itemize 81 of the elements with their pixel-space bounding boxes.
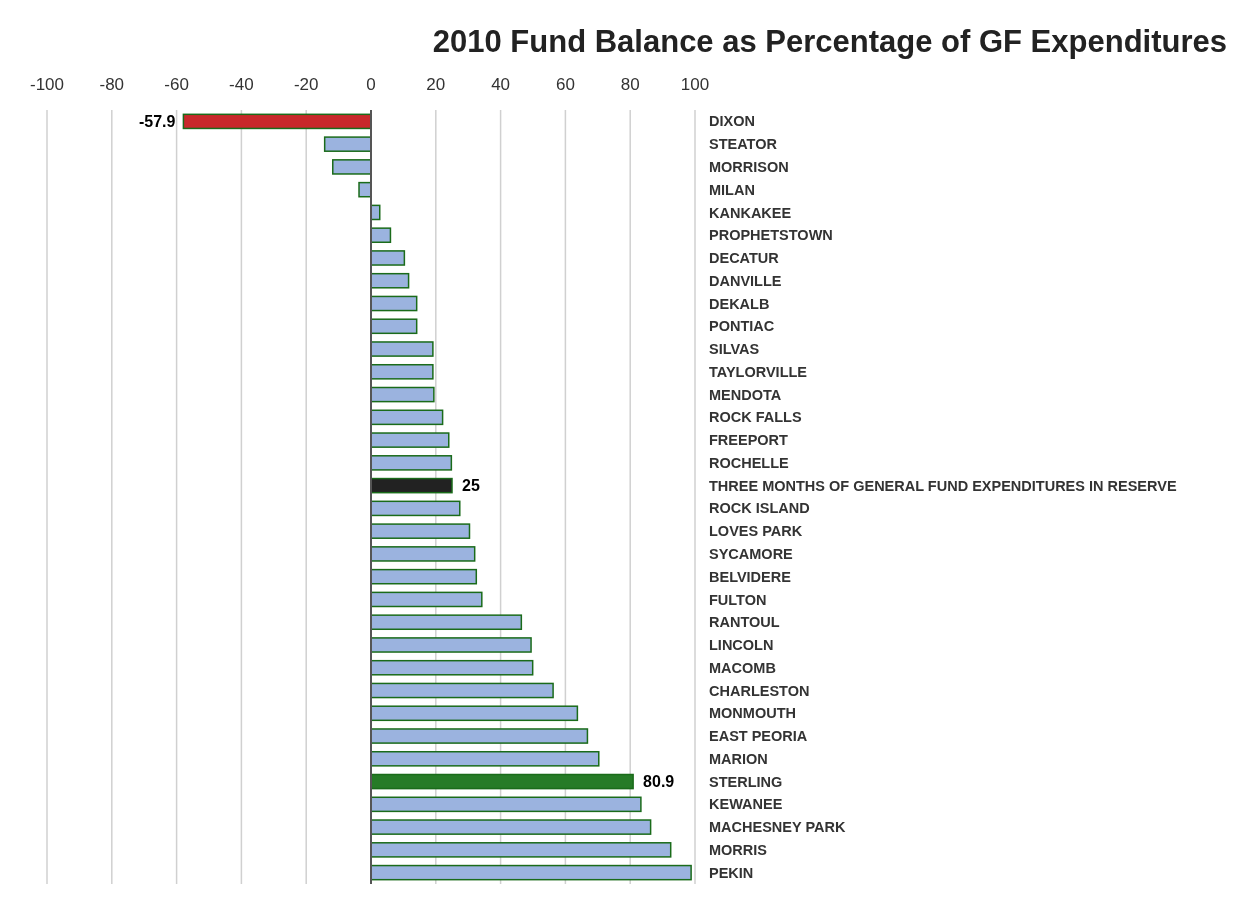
x-tick-label: 60 — [555, 75, 575, 94]
bar — [370, 796, 642, 813]
y-tick-label: ROCK ISLAND — [709, 500, 810, 517]
bar — [370, 409, 444, 426]
y-tick-label: MILAN — [709, 181, 755, 198]
y-tick-label: ROCHELLE — [709, 454, 790, 471]
x-tick-label: 40 — [491, 75, 511, 94]
data-label: 80.9 — [643, 773, 675, 791]
y-tick-label: DECATUR — [709, 250, 780, 267]
bar — [323, 136, 372, 152]
y-tick-label: LOVES PARK — [709, 523, 803, 540]
bar — [370, 341, 434, 357]
bar — [370, 568, 478, 585]
y-tick-label: MACHESNEY PARK — [709, 819, 846, 836]
y-tick-label: MARION — [709, 750, 768, 767]
x-tick-label: 80 — [620, 75, 640, 94]
x-tick-label: -80 — [99, 75, 125, 94]
y-tick-label: BELVIDERE — [709, 568, 792, 585]
y-tick-label: PONTIAC — [709, 318, 775, 335]
bar — [370, 591, 483, 608]
y-tick-label: DEKALB — [709, 295, 770, 312]
text: 2010 Fund Balance as Percentage of GF Expenditures — [432, 24, 1227, 59]
y-tick-label: EAST PEORIA — [709, 728, 808, 745]
y-tick-label: FULTON — [709, 591, 767, 608]
bar — [370, 295, 418, 312]
y-tick-label: THREE MONTHS OF GENERAL FUND EXPENDITURES IN RESERVE — [709, 477, 1177, 494]
x-tick-label: -20 — [293, 75, 319, 94]
bar — [370, 272, 410, 289]
y-tick-label: STERLING — [709, 773, 783, 790]
bar — [370, 500, 461, 517]
y-tick-label: MENDOTA — [709, 386, 782, 403]
y-tick-label: TAYLORVILLE — [709, 363, 808, 380]
x-tick-label: 0 — [366, 75, 376, 94]
bar — [370, 773, 634, 790]
y-tick-label: CHARLESTON — [709, 682, 810, 699]
bar — [370, 750, 600, 767]
bar — [370, 705, 579, 722]
y-tick-label: MORRISON — [709, 158, 789, 175]
bar — [370, 318, 418, 335]
x-tick-label: -40 — [229, 75, 254, 94]
x-tick-label: -100 — [29, 75, 65, 94]
y-tick-label: PROPHETSTOWN — [709, 227, 833, 244]
bar — [370, 477, 453, 494]
x-tick-label: 20 — [426, 75, 446, 94]
y-tick-label: LINCOLN — [709, 637, 774, 654]
bar — [370, 842, 672, 858]
y-tick-label: MORRIS — [709, 841, 768, 858]
bar — [370, 682, 554, 699]
bar — [370, 455, 453, 471]
bar — [370, 819, 652, 835]
y-tick-label: MACOMB — [709, 659, 776, 676]
x-tick-label: -60 — [164, 75, 189, 94]
data-label: -57.9 — [138, 112, 176, 130]
y-tick-label: SILVAS — [709, 341, 760, 358]
y-tick-label: SYCAMORE — [709, 545, 794, 562]
bar — [370, 614, 523, 631]
y-tick-label: ROCK FALLS — [709, 409, 802, 426]
y-tick-label: KANKAKEE — [709, 204, 792, 221]
x-tick-label: 100 — [680, 75, 710, 94]
y-tick-label: FREEPORT — [709, 432, 789, 449]
bar — [370, 227, 392, 244]
y-tick-label: RANTOUL — [709, 614, 780, 631]
data-label: 25 — [462, 477, 480, 495]
bar — [370, 864, 692, 881]
bar — [370, 363, 434, 380]
y-tick-label: KEWANEE — [709, 796, 783, 813]
y-tick-label: STEATOR — [709, 136, 778, 153]
bar — [370, 432, 450, 448]
bar — [370, 546, 476, 562]
bar — [370, 250, 406, 266]
bar — [370, 659, 534, 676]
y-tick-label: PEKIN — [709, 864, 754, 881]
bar — [370, 523, 471, 539]
y-tick-label: DIXON — [709, 113, 755, 130]
bar — [370, 637, 532, 653]
bar — [332, 159, 372, 175]
y-tick-label: DANVILLE — [709, 272, 782, 289]
y-tick-label: MONMOUTH — [709, 705, 796, 722]
bar — [182, 113, 372, 130]
bar — [370, 386, 435, 403]
bar — [370, 728, 589, 744]
